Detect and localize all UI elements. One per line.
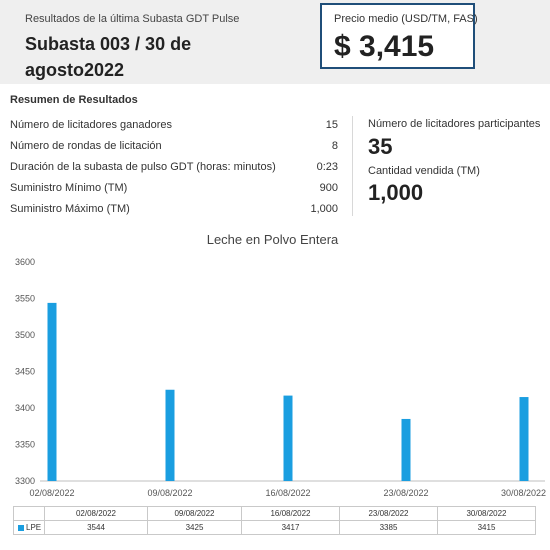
data-table-corner xyxy=(13,506,45,521)
legend-swatch xyxy=(18,524,24,531)
auction-header: Resultados de la última Subasta GDT Puls… xyxy=(0,0,295,84)
average-price-value: $ 3,415 xyxy=(334,30,435,63)
header-spacer xyxy=(295,0,317,84)
data-table-header: 23/08/2022 xyxy=(339,506,438,521)
auction-caption: Resultados de la última Subasta GDT Puls… xyxy=(25,13,240,25)
legend-entry: LPE xyxy=(13,520,45,535)
summary-row-value: 900 xyxy=(319,182,338,194)
data-table-header: 30/08/2022 xyxy=(437,506,536,521)
data-table-header: 16/08/2022 xyxy=(241,506,340,521)
summary-row-label: Suministro Mínimo (TM) xyxy=(10,182,128,194)
data-table-cell: 3415 xyxy=(437,520,536,535)
summary-divider xyxy=(352,116,353,216)
summary-row-value: 0:23 xyxy=(316,161,338,173)
data-table-header: 09/08/2022 xyxy=(147,506,242,521)
data-table-row: LPE 3544 3425 3417 3385 3415 xyxy=(13,520,536,535)
data-table-header-row: 02/08/2022 09/08/2022 16/08/2022 23/08/2… xyxy=(13,506,536,521)
data-table: 02/08/2022 09/08/2022 16/08/2022 23/08/2… xyxy=(13,506,536,535)
summary-row-label: Número de rondas de licitación xyxy=(10,140,162,152)
summary-row-value: 1,000 xyxy=(310,203,338,215)
summary-row: Número de licitadores ganadores 15 xyxy=(10,119,340,137)
summary-row: Duración de la subasta de pulso GDT (hor… xyxy=(10,161,340,179)
summary-row: Suministro Máximo (TM) 1,000 xyxy=(10,203,340,221)
average-price-box: Precio medio (USD/TM, FAS) $ 3,415 xyxy=(320,3,478,69)
summary-row-value: 15 xyxy=(325,119,338,131)
summary-title: Resumen de Resultados xyxy=(10,94,138,106)
summary-row-label: Duración de la subasta de pulso GDT (hor… xyxy=(10,161,276,173)
participants-label: Número de licitadores participantes xyxy=(368,118,541,130)
summary-row: Número de rondas de licitación 8 xyxy=(10,140,340,158)
data-table-header: 02/08/2022 xyxy=(44,506,148,521)
price-chart-panel: Leche en Polvo Entera xyxy=(0,224,550,550)
legend-label: LPE xyxy=(26,523,42,532)
quantity-sold-label: Cantidad vendida (TM) xyxy=(368,165,480,177)
data-table-cell: 3417 xyxy=(241,520,340,535)
participants-value: 35 xyxy=(368,134,393,159)
summary-row-label: Número de licitadores ganadores xyxy=(10,119,173,131)
summary-row-label: Suministro Máximo (TM) xyxy=(10,203,130,215)
auction-title: Subasta 003 / 30 de agosto2022 xyxy=(25,34,192,80)
average-price-caption: Precio medio (USD/TM, FAS) xyxy=(334,13,478,25)
summary-row-value: 8 xyxy=(331,140,338,152)
chart-title: Leche en Polvo Entera xyxy=(206,232,339,247)
data-table-cell: 3425 xyxy=(147,520,242,535)
data-table-cell: 3544 xyxy=(44,520,148,535)
data-table-cell: 3385 xyxy=(339,520,438,535)
results-summary: Resumen de Resultados Número de licitado… xyxy=(0,84,550,224)
summary-row: Suministro Mínimo (TM) 900 xyxy=(10,182,340,200)
quantity-sold-value: 1,000 xyxy=(368,180,424,205)
